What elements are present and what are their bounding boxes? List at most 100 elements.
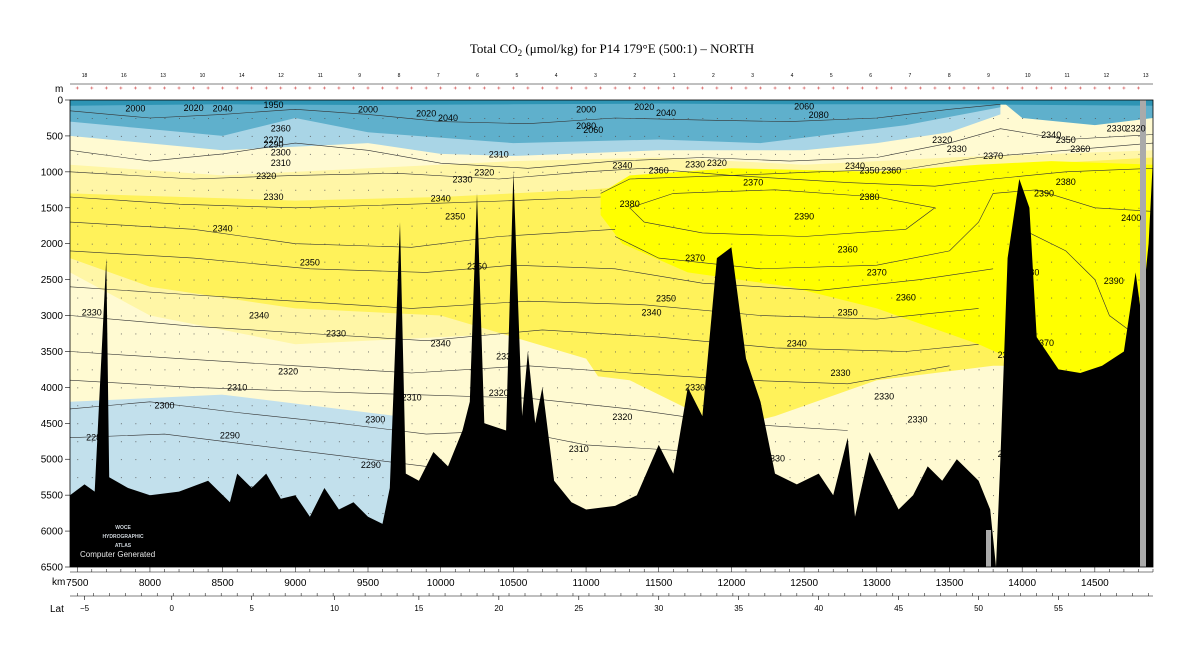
- sample-dot: [440, 369, 442, 371]
- sample-dot: [905, 459, 907, 461]
- sample-dot: [789, 225, 791, 227]
- sample-dot: [862, 189, 864, 191]
- logo-line-3: ATLAS: [115, 543, 132, 549]
- contour-label: 2310: [271, 158, 291, 168]
- depth-tick-label: 3500: [41, 347, 64, 358]
- sample-dot: [397, 207, 398, 209]
- sample-dot: [687, 297, 689, 299]
- sample-dot: [179, 369, 180, 371]
- sample-dot: [775, 171, 776, 173]
- sample-dot: [1138, 153, 1140, 155]
- sample-dot: [644, 315, 646, 317]
- sample-dot: [1080, 351, 1082, 353]
- sample-dot: [295, 243, 297, 245]
- lat-tick-label: 5: [249, 604, 254, 613]
- sample-dot: [91, 297, 93, 299]
- sample-dot: [804, 315, 805, 317]
- contour-line: [70, 315, 979, 352]
- sample-dot: [586, 225, 587, 227]
- sample-dot: [222, 315, 224, 317]
- sample-dot: [280, 495, 282, 497]
- sample-dot: [469, 315, 471, 317]
- sample-dot: [309, 171, 311, 173]
- sample-dot: [847, 207, 849, 209]
- sample-dot: [179, 279, 180, 281]
- sample-dot: [644, 189, 646, 191]
- sample-dot: [775, 387, 776, 389]
- station-number: 12: [1104, 73, 1110, 79]
- station-number: 5: [515, 73, 518, 79]
- sample-dot: [964, 261, 965, 263]
- lat-tick-label: 20: [494, 604, 503, 613]
- sample-dot: [295, 207, 297, 209]
- sample-dot: [266, 261, 268, 263]
- sample-dot: [905, 495, 907, 497]
- sample-dot: [775, 297, 776, 299]
- sample-dot: [586, 189, 587, 191]
- sample-dot: [934, 279, 936, 281]
- sample-dot: [905, 351, 907, 353]
- station-number: 10: [200, 73, 206, 79]
- sample-dot: [382, 423, 384, 425]
- sample-dot: [600, 315, 602, 317]
- station-number: 10: [1025, 73, 1031, 79]
- contour-label: 2040: [213, 104, 233, 114]
- sample-dot: [993, 387, 994, 389]
- sample-dot: [135, 423, 137, 425]
- sample-dot: [746, 351, 747, 353]
- sample-dot: [135, 261, 137, 263]
- sample-dot: [324, 477, 326, 479]
- sample-dot: [266, 279, 268, 281]
- sample-dot: [338, 189, 340, 191]
- sample-dot: [397, 135, 398, 137]
- sample-dot: [440, 423, 442, 425]
- sample-dot: [338, 459, 340, 461]
- sample-dot: [324, 171, 326, 173]
- sample-dot: [934, 441, 936, 443]
- contour-label: 2330: [830, 368, 850, 378]
- sample-dot: [804, 369, 805, 371]
- sample-dot: [760, 189, 762, 191]
- sample-dot: [658, 351, 660, 353]
- sample-dot: [964, 135, 965, 137]
- sample-dot: [106, 225, 108, 227]
- sample-dot: [644, 153, 646, 155]
- sample-dot: [440, 243, 442, 245]
- sample-dot: [1007, 207, 1009, 209]
- sample-dot: [964, 387, 965, 389]
- sample-dot: [440, 279, 442, 281]
- station-number: 3: [594, 73, 597, 79]
- sample-dot: [818, 189, 820, 191]
- sample-dot: [179, 405, 180, 407]
- sample-dot: [1123, 297, 1125, 299]
- sample-dot: [455, 333, 457, 335]
- sample-dot: [600, 153, 602, 155]
- sample-dot: [847, 118, 849, 119]
- sample-dot: [193, 118, 195, 119]
- sample-dot: [847, 387, 849, 389]
- sample-dot: [557, 189, 558, 191]
- sample-dot: [876, 225, 878, 227]
- sample-dot: [629, 333, 631, 335]
- sample-dot: [280, 405, 282, 407]
- sample-dot: [411, 423, 413, 425]
- sample-dot: [280, 441, 282, 443]
- sample-dot: [644, 261, 646, 263]
- sample-dot: [455, 207, 457, 209]
- sample-dot: [1109, 261, 1111, 263]
- sample-dot: [629, 459, 631, 461]
- sample-dot: [833, 441, 835, 443]
- sample-dot: [251, 243, 253, 245]
- sample-dot: [586, 369, 587, 371]
- sample-dot: [731, 135, 733, 137]
- sample-dot: [469, 171, 471, 173]
- sample-dot: [629, 189, 631, 191]
- sample-dot: [469, 369, 471, 371]
- depth-axis: m 05001000150020002500300035004000450050…: [41, 84, 70, 574]
- sample-dot: [658, 369, 660, 371]
- sample-dot: [847, 171, 849, 173]
- lat-tick-label: 55: [1054, 604, 1063, 613]
- sample-dot: [295, 261, 297, 263]
- sample-dot: [775, 135, 776, 137]
- sample-dot: [469, 261, 471, 263]
